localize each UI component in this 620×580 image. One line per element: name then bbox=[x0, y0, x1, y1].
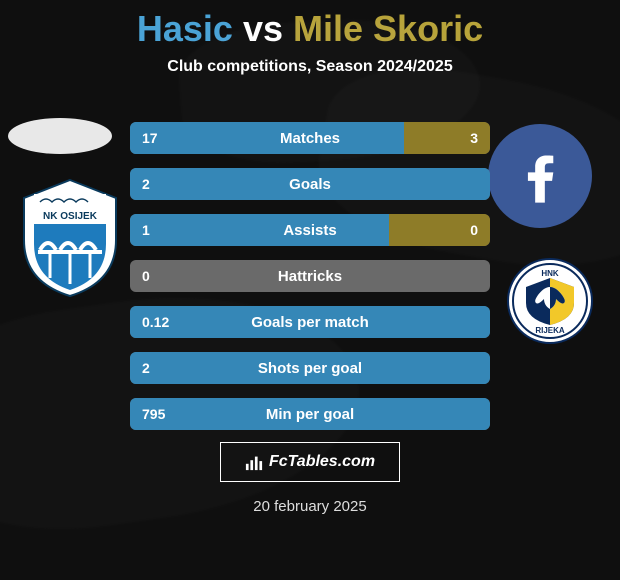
stat-label: Hattricks bbox=[130, 268, 490, 285]
stat-value-left: 0.12 bbox=[142, 314, 169, 330]
stat-bar: Goals per match0.12 bbox=[130, 306, 490, 338]
stat-bar: Assists1 0 bbox=[130, 214, 490, 246]
stat-value-left: 2 bbox=[142, 360, 150, 376]
stat-value-left: 795 bbox=[142, 406, 165, 422]
stat-bar: Hattricks0 bbox=[130, 260, 490, 292]
svg-text:NK OSIJEK: NK OSIJEK bbox=[43, 211, 98, 222]
svg-text:RIJEKA: RIJEKA bbox=[535, 326, 565, 335]
stat-value-right: 0 bbox=[470, 222, 478, 238]
club-left-crest: NK OSIJEK bbox=[18, 178, 122, 303]
stats-container: Matches173Goals2Assists10Hattricks0Goals… bbox=[130, 122, 490, 444]
stat-value-right: 3 bbox=[470, 130, 478, 146]
osijek-crest-icon: NK OSIJEK bbox=[20, 178, 120, 298]
facebook-f-icon bbox=[511, 147, 569, 205]
player-left-photo-placeholder bbox=[8, 118, 112, 154]
stat-value-left: 2 bbox=[142, 176, 150, 192]
stat-label: Goals bbox=[130, 176, 490, 193]
club-right-crest: HNK RIJEKA bbox=[498, 258, 602, 344]
watermark-box: FcTables.com bbox=[220, 442, 400, 482]
date-label: 20 february 2025 bbox=[0, 498, 620, 515]
bars-icon bbox=[245, 453, 263, 471]
stat-label: Matches bbox=[130, 130, 490, 147]
stat-value-left: 17 bbox=[142, 130, 158, 146]
stat-value-left: 1 bbox=[142, 222, 150, 238]
stat-bar: Matches17 3 bbox=[130, 122, 490, 154]
rijeka-crest-icon: HNK RIJEKA bbox=[510, 261, 590, 341]
svg-text:HNK: HNK bbox=[541, 269, 559, 278]
player-right-photo bbox=[488, 124, 592, 228]
stat-bar: Shots per goal2 bbox=[130, 352, 490, 384]
watermark-text: FcTables.com bbox=[269, 453, 375, 471]
stat-value-left: 0 bbox=[142, 268, 150, 284]
stat-label: Min per goal bbox=[130, 406, 490, 423]
stat-bar: Goals2 bbox=[130, 168, 490, 200]
stat-label: Assists bbox=[130, 222, 490, 239]
stat-bar: Min per goal795 bbox=[130, 398, 490, 430]
stat-label: Goals per match bbox=[130, 314, 490, 331]
stat-label: Shots per goal bbox=[130, 360, 490, 377]
